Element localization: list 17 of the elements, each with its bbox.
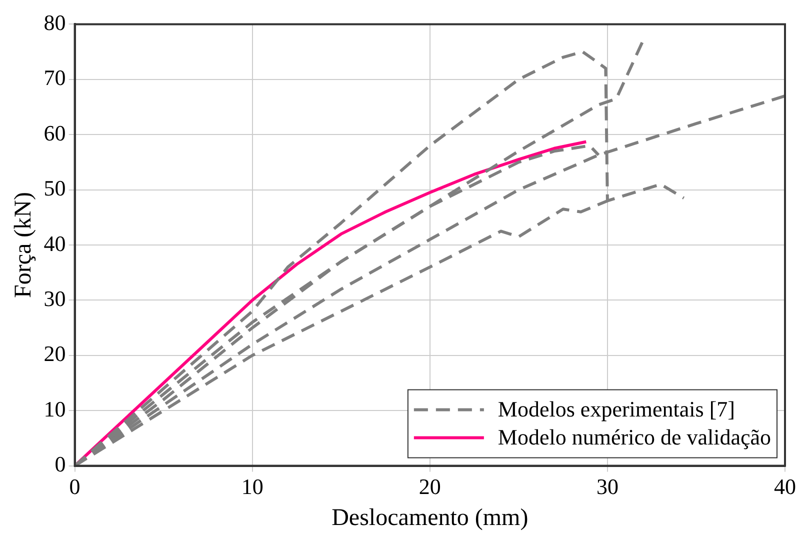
y-tick-label: 20 (44, 341, 66, 366)
legend-label: Modelos experimentais [7] (498, 396, 735, 422)
x-axis-title: Deslocamento (mm) (332, 504, 528, 531)
x-tick-label: 30 (596, 474, 618, 499)
y-tick-label: 80 (44, 10, 66, 35)
y-tick-label: 10 (44, 396, 66, 422)
y-tick-label: 50 (44, 176, 66, 201)
y-tick-label: 40 (44, 230, 66, 256)
y-tick-label: 0 (54, 452, 66, 477)
x-tick-label: 20 (418, 474, 441, 499)
y-tick-label: 30 (44, 286, 66, 311)
legend-label: Modelo numérico de validação (498, 424, 772, 450)
y-tick-label: 60 (44, 120, 66, 146)
y-axis-title: Força (kN) (10, 192, 37, 298)
x-tick-label: 10 (241, 474, 264, 499)
x-tick-label: 40 (774, 474, 796, 499)
y-tick-label: 70 (44, 65, 66, 90)
